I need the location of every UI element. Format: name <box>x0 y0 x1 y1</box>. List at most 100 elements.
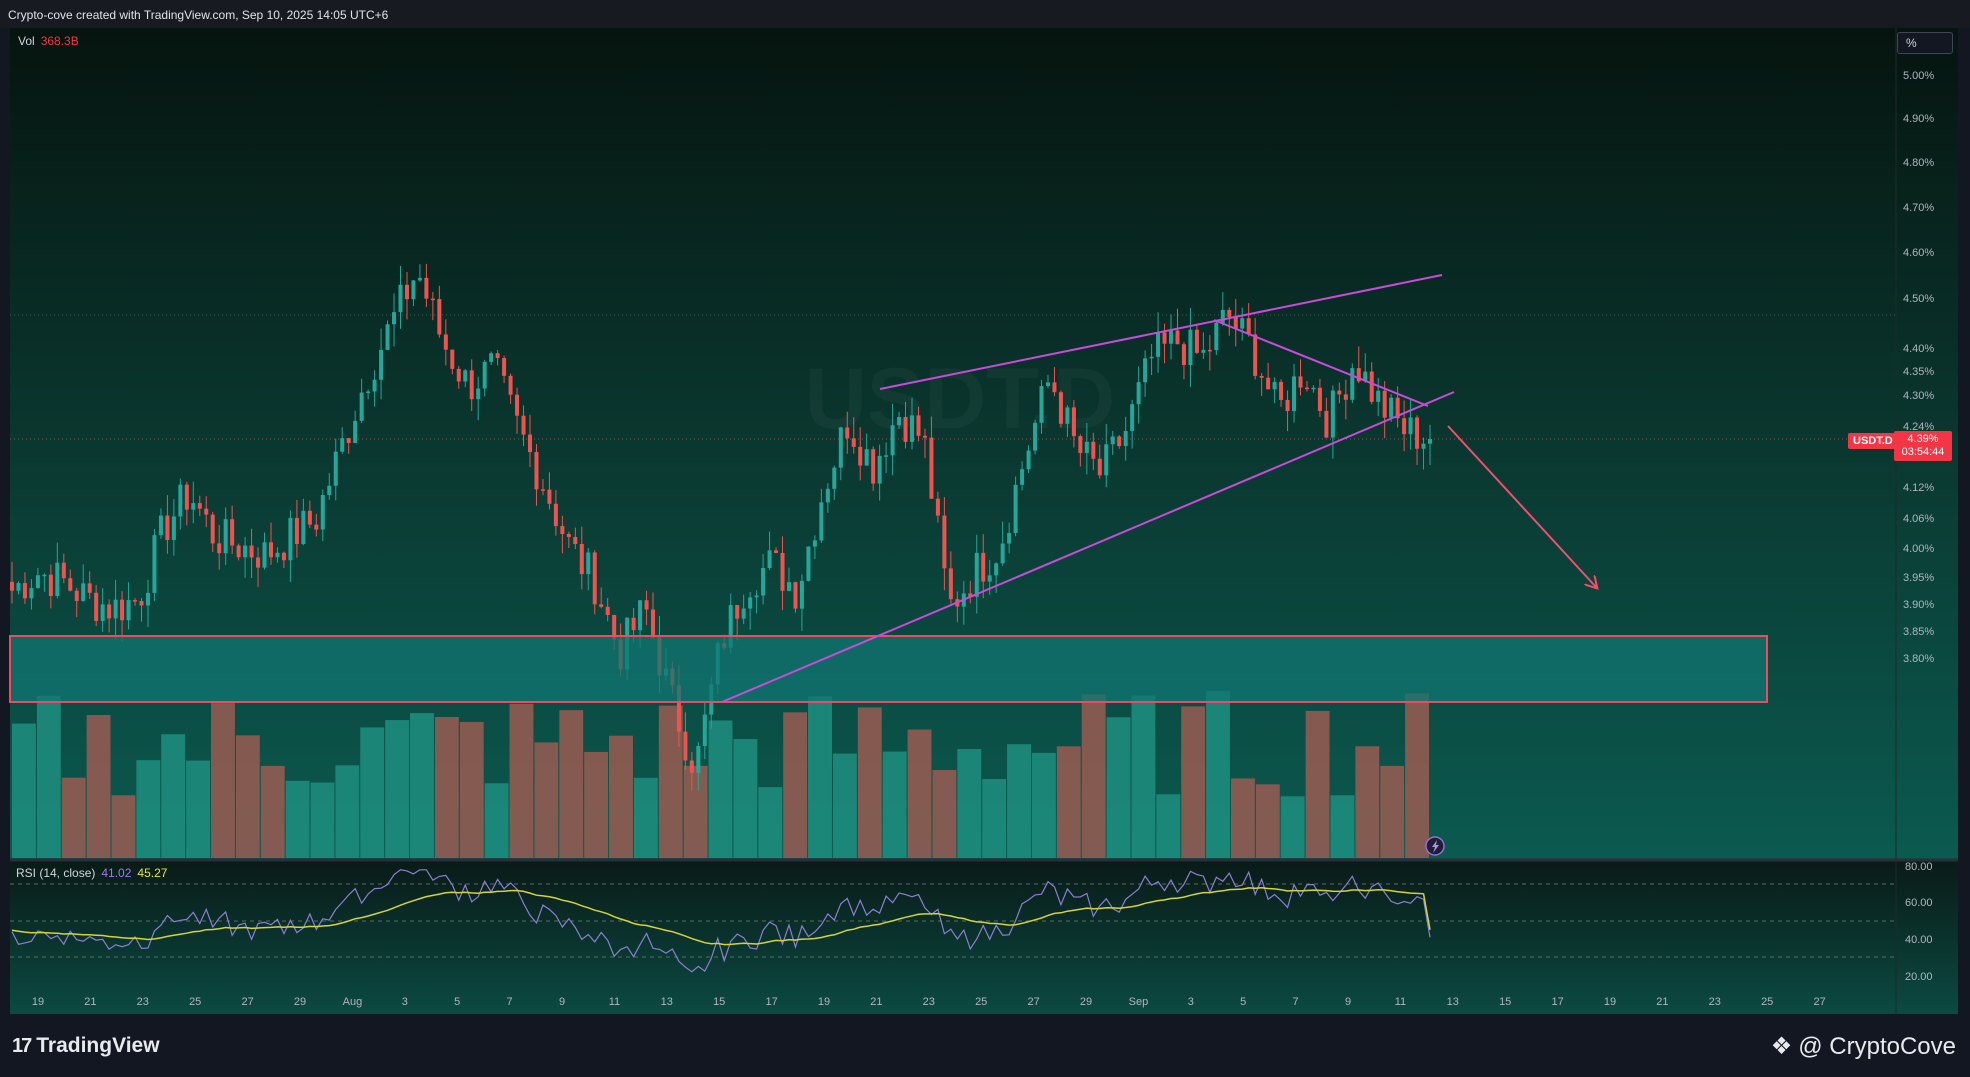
candle-body <box>353 420 358 443</box>
projection-arrow[interactable] <box>1447 425 1596 587</box>
volume-bar <box>1280 796 1305 858</box>
candle-body <box>547 489 552 504</box>
percent-scale-button[interactable]: % <box>1897 32 1953 54</box>
volume-bar <box>808 696 832 858</box>
candle-body <box>379 349 384 380</box>
volume-bar <box>534 742 559 858</box>
time-axis-label: Sep <box>1129 996 1149 1008</box>
candle-body <box>638 600 643 631</box>
volume-bar <box>260 765 285 858</box>
wedge-upper-trendline[interactable] <box>879 274 1443 390</box>
candle-body <box>1175 330 1180 345</box>
candle-body <box>534 452 539 490</box>
candle-body <box>929 437 934 499</box>
candle-body <box>910 415 915 442</box>
candle-body <box>184 484 189 510</box>
candle-body <box>864 449 869 466</box>
candle-body <box>702 714 707 746</box>
candle-body <box>314 524 319 530</box>
candle-body <box>48 574 53 597</box>
candle-body <box>29 588 34 599</box>
candle-body <box>100 604 105 621</box>
price-axis-label: 4.60% <box>1903 247 1934 259</box>
candle-body <box>1408 417 1413 435</box>
time-axis-label: 13 <box>1447 996 1459 1008</box>
candle-body <box>55 562 60 597</box>
candle-body <box>748 597 753 609</box>
candle-body <box>340 438 345 452</box>
time-axis-label: Aug <box>343 996 363 1008</box>
volume-bar <box>360 727 385 858</box>
candle-body <box>1395 397 1400 419</box>
price-axis-label: 4.12% <box>1903 482 1934 494</box>
candle-body <box>1369 371 1374 402</box>
candle-body <box>430 298 435 301</box>
demand-zone[interactable] <box>9 635 1768 703</box>
volume-bar <box>1056 746 1081 858</box>
time-axis[interactable]: 19 21 23 25 27 29 Aug 3 5 7 9 11 13 15 17 19 21 23 25 27 29 S… <box>32 996 1826 1008</box>
price-axis-label: 4.50% <box>1903 293 1934 305</box>
candle-body <box>1045 382 1050 387</box>
price-axis-label: 4.80% <box>1903 157 1934 169</box>
volume-bar <box>882 751 907 858</box>
volume-bar <box>932 770 957 858</box>
candle-body <box>450 349 455 369</box>
rsi-label: RSI (14, close) <box>16 866 96 880</box>
candle-body <box>1058 392 1063 424</box>
bar-countdown: 03:54:44 <box>1901 446 1945 458</box>
volume-bar <box>509 703 534 858</box>
candle-body <box>515 394 520 416</box>
candle-body <box>560 526 565 535</box>
time-axis-label: 11 <box>609 996 620 1008</box>
tradingview-logo[interactable]: 17 TradingView <box>12 1034 160 1058</box>
rsi-legend[interactable]: RSI (14, close) 41.02 45.27 <box>16 866 167 880</box>
candle-body <box>1214 322 1219 351</box>
candle-body <box>793 582 798 609</box>
volume-bar <box>459 721 484 858</box>
candle-body <box>262 542 267 568</box>
volume-bar <box>484 783 509 858</box>
candle-body <box>281 552 286 561</box>
volume-bar <box>1230 778 1255 858</box>
volume-bar <box>410 713 434 858</box>
volume-bar <box>12 723 36 858</box>
time-axis-label: 23 <box>923 996 935 1008</box>
candle-body <box>1246 318 1251 335</box>
time-axis-label: 9 <box>1345 996 1351 1008</box>
candle-body <box>68 578 73 591</box>
candle-body <box>197 503 202 509</box>
candle-body <box>631 617 636 631</box>
candle-body <box>61 562 66 579</box>
rsi-axis[interactable]: 80.00 60.00 40.00 20.00 <box>1905 861 1933 983</box>
candle-body <box>916 415 921 436</box>
chart-area[interactable]: USDT.D 5.00% 4.90% 4.80% 4.70% 4.60% 4.50% 4.4… <box>0 28 1970 1017</box>
price-axis[interactable]: 5.00% 4.90% 4.80% 4.70% 4.60% 4.50% 4.40% 4.35%… <box>1903 70 1934 665</box>
descending-trendline[interactable] <box>1213 319 1429 407</box>
candle-body <box>178 484 183 517</box>
candle-body <box>877 455 882 484</box>
volume-bar <box>1181 706 1206 858</box>
candle-body <box>1013 484 1018 534</box>
time-axis-label: 29 <box>294 996 306 1008</box>
candle-body <box>443 334 448 350</box>
symbol-watermark: USDT.D <box>805 351 1116 447</box>
candle-body <box>217 543 222 554</box>
candle-body <box>1382 390 1387 418</box>
candle-body <box>139 601 144 606</box>
candle-body <box>1376 390 1381 402</box>
candle-body <box>553 503 558 527</box>
candle-body <box>735 605 740 619</box>
candle-body <box>987 575 992 582</box>
volume-bar <box>111 795 136 858</box>
price-axis-label: 3.95% <box>1903 572 1934 584</box>
time-axis-label: 27 <box>241 996 253 1008</box>
candle-body <box>819 502 824 541</box>
rsi-axis-label: 40.00 <box>1905 934 1933 946</box>
candle-body <box>94 592 99 621</box>
candle-body <box>288 518 293 561</box>
candle-body <box>301 510 306 545</box>
wedge-lower-trendline[interactable] <box>721 391 1455 703</box>
volume-bar <box>235 735 260 858</box>
candle-body <box>981 552 986 582</box>
rsi-value: 41.02 <box>101 866 132 880</box>
